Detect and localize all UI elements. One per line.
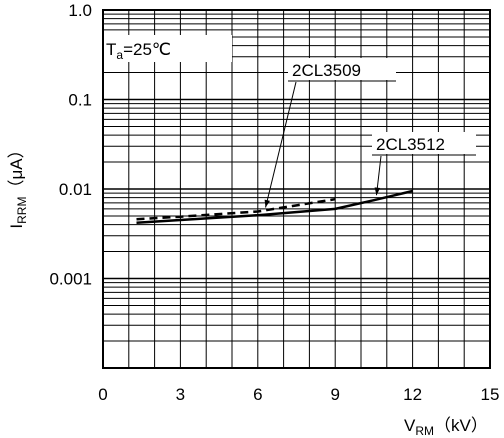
series-line-2cl3509 <box>136 197 336 221</box>
callout-label: 2CL3509 <box>292 61 361 80</box>
x-axis-label-sub: RM <box>415 424 434 438</box>
callout-background <box>372 132 476 154</box>
condition-main: T <box>106 40 116 59</box>
condition-rest: =25℃ <box>123 40 171 59</box>
callout-arrowhead <box>374 187 381 196</box>
condition-box: Ta=25℃ <box>104 35 232 62</box>
series-line-2cl3512 <box>136 189 413 224</box>
plot-frame <box>102 9 491 369</box>
y-tick-label: 0.01 <box>59 180 92 199</box>
y-tick-label: 0.1 <box>68 91 92 110</box>
callout-background <box>288 58 396 80</box>
y-axis-label-sub: RRM <box>15 197 29 224</box>
callout-leader <box>265 81 297 208</box>
x-axis-label-unit: （kV） <box>434 416 488 435</box>
condition-sub: a <box>116 48 123 62</box>
x-axis-label-main: V <box>404 416 416 435</box>
condition-label: Ta=25℃ <box>106 40 171 62</box>
callout-label: 2CL3512 <box>376 135 445 154</box>
y-axis-label: IRRM（μA） <box>7 141 29 228</box>
callout-arrowhead <box>264 199 270 208</box>
x-tick-label: 3 <box>176 385 185 404</box>
y-tick-labels: 1.0 0.1 0.01 0.001 <box>49 1 92 289</box>
grid <box>103 10 490 368</box>
x-tick-label: 12 <box>403 385 422 404</box>
y-tick-label: 0.001 <box>49 270 92 289</box>
x-tick-labels: 0 3 6 9 12 15 <box>98 385 499 404</box>
x-axis-label: VRM（kV） <box>404 416 488 438</box>
y-axis-label-unit: （μA） <box>7 141 26 196</box>
y-axis-label-main: I <box>7 224 26 229</box>
x-tick-label: 6 <box>253 385 262 404</box>
x-tick-label: 0 <box>98 385 107 404</box>
series-layer <box>136 189 413 224</box>
x-tick-label: 15 <box>481 385 500 404</box>
y-tick-label: 1.0 <box>68 1 92 20</box>
x-tick-label: 9 <box>330 385 339 404</box>
annotation-layer: 2CL3509 2CL3512 <box>264 58 476 208</box>
